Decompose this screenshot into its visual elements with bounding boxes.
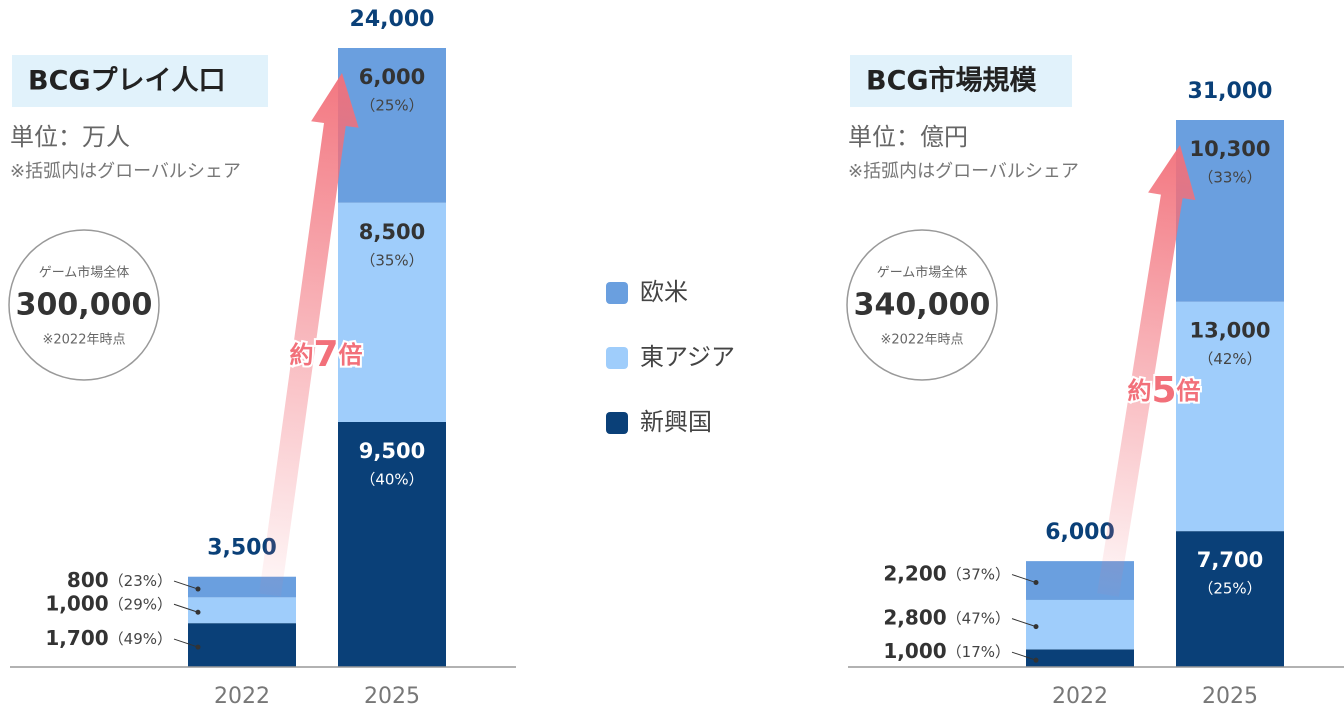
chart-title: BCGプレイ人口 xyxy=(28,66,226,97)
market-circle xyxy=(8,229,160,381)
growth-label: 約7倍 xyxy=(289,334,362,375)
bar-segment xyxy=(1176,120,1284,302)
value-label: 13,000 xyxy=(1189,319,1270,343)
note: ※括弧内はグローバルシェア xyxy=(848,161,1079,182)
chart-title: BCG市場規模 xyxy=(866,65,1037,97)
legend-label: 東アジア xyxy=(640,343,735,371)
value-label: 2,200 xyxy=(883,561,946,585)
share-label: （40%） xyxy=(360,470,423,488)
market-value: 300,000 xyxy=(16,288,153,323)
market-label: ゲーム市場全体 xyxy=(877,265,968,281)
value-label: 6,000 xyxy=(359,65,425,89)
share-label: （42%） xyxy=(1198,350,1261,368)
title-box xyxy=(850,55,1072,107)
share-label: （37%） xyxy=(947,565,1010,583)
leader-dot xyxy=(195,609,201,615)
bar-segment xyxy=(188,623,296,667)
value-label: 2,800 xyxy=(883,605,946,629)
leader-dot xyxy=(195,644,201,650)
value-label: 8,500 xyxy=(359,220,425,244)
leader-line xyxy=(173,580,199,590)
x-tick-label: 2025 xyxy=(364,684,420,708)
leader-line xyxy=(1011,651,1037,661)
share-label: （47%） xyxy=(947,609,1010,627)
value-label: 9,500 xyxy=(359,439,425,463)
growth-label: 約5倍 xyxy=(1127,370,1200,411)
market-note: ※2022年時点 xyxy=(881,333,964,348)
share-label: （25%） xyxy=(360,97,423,115)
share-label: （35%） xyxy=(360,251,423,269)
data-label: 2,200（37%） xyxy=(883,561,1010,585)
note: ※括弧内はグローバルシェア xyxy=(10,161,241,182)
growth-label-part: 5 xyxy=(1151,370,1176,411)
market-circle xyxy=(846,229,998,381)
share-label: （33%） xyxy=(1198,169,1261,187)
legend-swatch xyxy=(606,347,628,369)
title-box xyxy=(12,55,268,107)
unit: 単位：万人 xyxy=(10,123,130,151)
total-label: 31,000 xyxy=(1188,79,1273,104)
growth-label-part: 約 xyxy=(1127,377,1151,405)
growth-arrow xyxy=(1097,145,1196,597)
value-label: 1,000 xyxy=(883,639,946,663)
share-label: （23%） xyxy=(109,572,172,590)
growth-arrow xyxy=(259,73,359,597)
data-label: 2,800（47%） xyxy=(883,605,1010,629)
leader-dot xyxy=(1033,580,1039,586)
share-label: （17%） xyxy=(947,643,1010,661)
legend-swatch xyxy=(606,412,628,434)
leader-dot xyxy=(195,586,201,592)
leader-line xyxy=(1011,618,1037,628)
leader-line xyxy=(173,603,199,613)
market-label: ゲーム市場全体 xyxy=(39,265,130,281)
value-label: 1,000 xyxy=(45,591,108,615)
leader-dot xyxy=(1033,624,1039,630)
data-label: 1,700（49%） xyxy=(45,626,172,650)
data-label: 1,000（29%） xyxy=(45,591,172,615)
growth-label-part: 倍 xyxy=(339,341,363,369)
value-label: 800 xyxy=(67,568,109,592)
bar-segment xyxy=(338,202,446,422)
growth-label-part: 約 xyxy=(289,341,313,369)
legend-label: 新興国 xyxy=(640,408,712,436)
bar-segment xyxy=(188,597,296,624)
growth-label-part: 倍 xyxy=(1177,377,1201,405)
growth-label-part: 7 xyxy=(313,334,338,375)
share-label: （49%） xyxy=(109,630,172,648)
share-label: （29%） xyxy=(109,595,172,613)
value-label: 1,700 xyxy=(45,626,108,650)
market-note: ※2022年時点 xyxy=(43,333,126,348)
bar-segment xyxy=(1176,301,1284,532)
bar-segment xyxy=(338,421,446,667)
bar-segment xyxy=(1176,531,1284,667)
market-value: 340,000 xyxy=(854,288,991,323)
x-tick-label: 2022 xyxy=(1052,684,1108,708)
total-label: 6,000 xyxy=(1045,520,1115,545)
leader-dot xyxy=(1033,657,1039,663)
legend-label: 欧米 xyxy=(640,278,688,306)
value-label: 7,700 xyxy=(1197,548,1263,572)
total-label: 24,000 xyxy=(350,7,435,32)
share-label: （25%） xyxy=(1198,580,1261,598)
leader-line xyxy=(173,638,199,648)
bar-segment xyxy=(1026,649,1134,667)
unit: 単位：億円 xyxy=(848,123,968,151)
data-label: 800（23%） xyxy=(67,568,172,592)
value-label: 10,300 xyxy=(1189,137,1270,161)
leader-line xyxy=(1011,574,1037,584)
x-tick-label: 2025 xyxy=(1202,684,1258,708)
x-tick-label: 2022 xyxy=(214,684,270,708)
data-label: 1,000（17%） xyxy=(883,639,1010,663)
bar-segment xyxy=(1026,599,1134,650)
legend-swatch xyxy=(606,282,628,304)
